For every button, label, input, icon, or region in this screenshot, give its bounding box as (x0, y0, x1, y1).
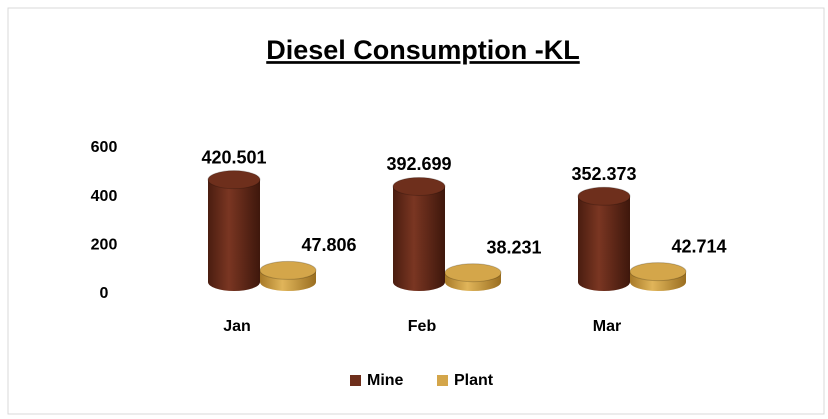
y-tick-label: 600 (91, 139, 118, 156)
bar (207, 170, 261, 291)
y-tick-label: 200 (91, 237, 118, 254)
chart-title: Diesel Consumption -KL (266, 35, 580, 65)
legend-label: Plant (454, 372, 494, 389)
legend-label: Mine (367, 372, 404, 389)
legend-swatch (437, 375, 448, 386)
bar (629, 262, 687, 291)
bar-top (207, 170, 261, 190)
bar-top (577, 186, 631, 206)
bar (577, 186, 631, 291)
bar-body (578, 196, 630, 291)
bar-body (393, 186, 445, 291)
x-tick-label: Mar (593, 318, 621, 335)
x-tick-label: Jan (223, 318, 251, 335)
value-label: 38.231 (486, 237, 541, 257)
bar-top (259, 260, 317, 280)
value-label: 47.806 (301, 235, 356, 255)
value-label: 352.373 (571, 164, 636, 184)
bar (444, 263, 502, 291)
value-label: 42.714 (671, 236, 726, 256)
value-label: 420.501 (201, 147, 266, 167)
y-tick-label: 400 (91, 188, 118, 205)
bar-body (208, 179, 260, 291)
legend-swatch (350, 375, 361, 386)
y-tick-label: 0 (100, 285, 109, 302)
bar-top (444, 263, 502, 283)
bar-top (629, 262, 687, 282)
bar (392, 176, 446, 291)
x-tick-label: Feb (408, 318, 437, 335)
bar (259, 260, 317, 291)
bar-top (392, 176, 446, 196)
value-label: 392.699 (386, 154, 451, 174)
